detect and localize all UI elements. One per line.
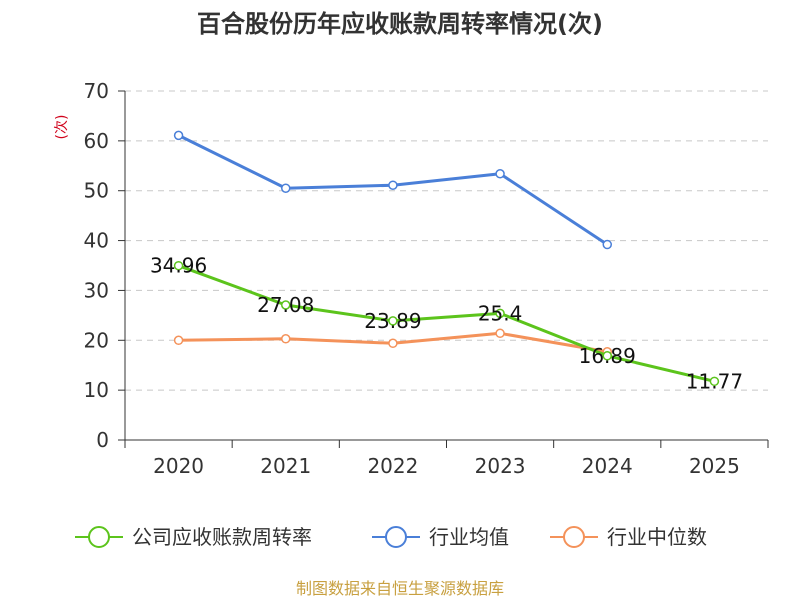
legend-marker xyxy=(563,526,585,548)
data-label: 34.96 xyxy=(150,254,207,278)
legend: 公司应收账款周转率 行业均值 行业中位数 xyxy=(75,525,707,549)
x-tick-label: 2020 xyxy=(153,454,204,478)
series-line-0 xyxy=(178,264,715,383)
legend-label: 公司应收账款周转率 xyxy=(132,525,312,549)
y-tick-label: 20 xyxy=(84,328,109,352)
legend-item-0: 公司应收账款周转率 xyxy=(75,525,312,549)
data-label: 25.4 xyxy=(478,301,523,325)
legend-item-1: 行业均值 xyxy=(372,525,509,549)
data-point-2 xyxy=(495,328,505,339)
data-label: 23.89 xyxy=(364,309,421,333)
data-point-1 xyxy=(495,169,505,179)
y-tick-label: 30 xyxy=(84,278,109,302)
legend-label: 行业均值 xyxy=(429,525,509,549)
y-tick-label: 40 xyxy=(84,229,109,253)
data-point-1 xyxy=(388,180,398,190)
y-axis-label: (次) xyxy=(54,115,70,140)
data-point-2 xyxy=(173,335,184,346)
data-label: 27.08 xyxy=(257,293,314,317)
data-label: 16.89 xyxy=(579,344,636,368)
legend-label: 行业中位数 xyxy=(607,525,707,549)
x-tick-label: 2025 xyxy=(689,454,740,478)
chart-title: 百合股份历年应收账款周转率情况(次) xyxy=(197,10,603,38)
series-layer xyxy=(173,130,720,387)
x-tick-label: 2021 xyxy=(260,454,311,478)
source-note: 制图数据来自恒生聚源数据库 xyxy=(296,579,504,598)
y-tick-label: 50 xyxy=(84,179,109,203)
data-point-1 xyxy=(173,130,184,141)
legend-item-2: 行业中位数 xyxy=(550,525,707,549)
data-point-0 xyxy=(388,316,398,326)
x-tick-label: 2024 xyxy=(582,454,633,478)
legend-marker xyxy=(385,526,407,548)
y-tick-label: 70 xyxy=(84,79,109,103)
x-tick-label: 2023 xyxy=(475,454,526,478)
data-point-1 xyxy=(602,239,612,250)
data-point-2 xyxy=(388,338,398,349)
x-tick-label: 2022 xyxy=(367,454,418,478)
data-point-0 xyxy=(495,308,505,319)
data-point-0 xyxy=(709,376,720,387)
data-label-layer: 34.96 27.08 23.89 25.4 16.89 11.77 xyxy=(150,254,743,394)
y-tick-label: 60 xyxy=(84,129,109,153)
data-point-0 xyxy=(173,260,184,271)
y-tick-label: 10 xyxy=(84,378,109,402)
data-point-2 xyxy=(281,334,291,344)
data-point-1 xyxy=(281,183,291,193)
y-tick-label: 0 xyxy=(96,428,109,452)
data-point-0 xyxy=(281,300,291,310)
data-point-0 xyxy=(602,351,612,361)
axis-layer: 0 10 20 30 40 50 60 70 2020 2021 2022 2023 2024 2025 xyxy=(84,79,769,478)
data-label: 11.77 xyxy=(686,369,743,393)
legend-marker xyxy=(88,526,110,548)
grid-layer xyxy=(125,90,768,391)
